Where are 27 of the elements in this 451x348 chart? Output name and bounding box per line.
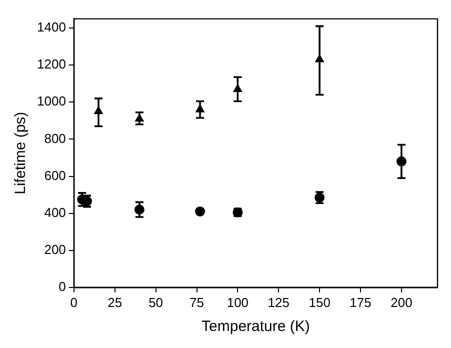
x-tick-label: 175	[350, 294, 372, 310]
y-axis-title: Lifetime (ps)	[12, 112, 30, 194]
x-tick-label: 150	[308, 294, 330, 310]
x-tick-label: 100	[226, 294, 249, 310]
point	[315, 54, 324, 62]
y-tick-label: 1400	[37, 20, 66, 35]
x-tick-label: 50	[148, 294, 164, 310]
x-tick-label: 200	[390, 294, 412, 310]
x-tick-label: 125	[268, 294, 290, 310]
x-tick-label: 25	[108, 294, 122, 310]
point	[233, 84, 242, 92]
y-tick-label: 600	[44, 168, 66, 183]
point	[196, 104, 204, 112]
y-tick-label: 400	[44, 204, 66, 220]
y-tick-label: 1000	[37, 94, 66, 109]
y-tick-label: 1200	[37, 56, 66, 72]
y-tick-label: 800	[44, 130, 66, 146]
point	[134, 204, 144, 215]
point	[135, 114, 144, 122]
x-tick-label: 75	[190, 294, 204, 310]
point	[396, 156, 406, 166]
point	[195, 206, 206, 216]
y-tick-label: 200	[44, 242, 66, 257]
y-tick-label: 0	[58, 278, 66, 294]
x-tick-label: 0	[70, 294, 78, 310]
x-axis-title: Temperature (K)	[202, 318, 310, 336]
point	[94, 106, 103, 114]
